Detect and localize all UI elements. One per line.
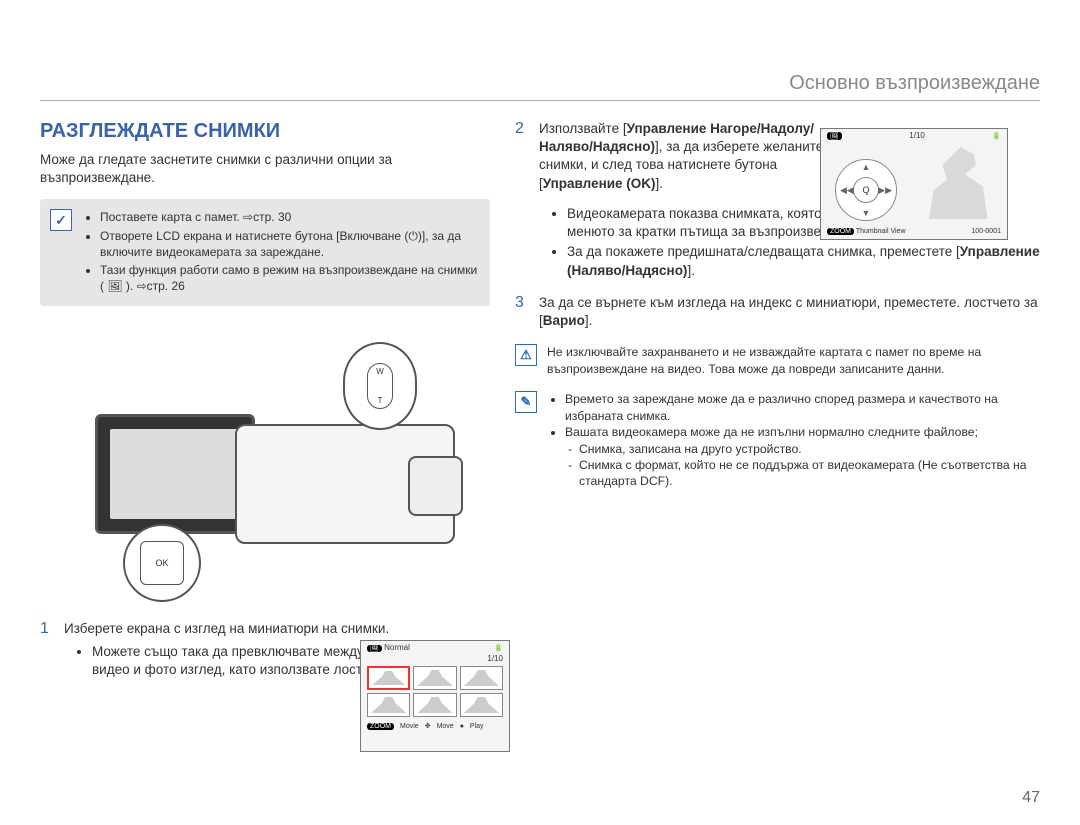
- info-bullet: Вашата видеокамера може да не изпълни но…: [565, 424, 1040, 490]
- zoom-lever-callout: W T: [343, 342, 417, 430]
- step-text: Използвайте [Управление Нагоре/Надолу/На…: [539, 121, 823, 191]
- prereq-item: Отворете LCD екрана и натиснете бутона […: [100, 228, 478, 260]
- mode-badge: 🖼: [367, 645, 382, 652]
- dpad-icon: OK: [140, 541, 184, 585]
- thumbnail-grid-screenshot: 🖼 Normal 🔋 1/10 ZOOMMovie ✥Move ●Play: [360, 640, 510, 752]
- camcorder-lens: [408, 456, 463, 516]
- thumbnail: [413, 666, 456, 690]
- horizontal-rule: [40, 100, 1040, 101]
- info-sub-bullet: Снимка, записана на друго устройство.: [579, 441, 1040, 457]
- section-title: РАЗГЛЕЖДАТЕ СНИМКИ: [40, 120, 490, 143]
- step-bullet: За да покажете предишната/следващата сни…: [567, 243, 1040, 279]
- mode-label: Normal: [384, 643, 410, 652]
- thumbnail-grid: [361, 663, 509, 720]
- step-text: Изберете екрана с изглед на миниатюри на…: [64, 621, 389, 636]
- page-number: 47: [1022, 789, 1040, 807]
- prereq-item: Тази функция работи само в режим на възп…: [100, 262, 478, 294]
- camcorder-body: [235, 424, 455, 544]
- warning-note: ⚠ Не изключвайте захранването и не изваж…: [515, 344, 1040, 377]
- playback-screenshot: 🖼 1/10 🔋 ◀◀▶▶ ▲▼ Q ZOOM Thumbnail View 1…: [820, 128, 1008, 240]
- left-column: РАЗГЛЕЖДАТЕ СНИМКИ Може да гледате засне…: [40, 120, 490, 689]
- step-number: 1: [40, 620, 54, 681]
- step-3: 3 За да се върнете към изгледа на индекс…: [515, 294, 1040, 330]
- screen-bottom-bar: ZOOMMovie ✥Move ●Play: [361, 720, 509, 732]
- thumbnail: [460, 666, 503, 690]
- step-number: 2: [515, 120, 529, 193]
- prereq-item: Поставете карта с памет. ⇨стр. 30: [100, 209, 478, 225]
- zoom-pill-icon: W T: [367, 363, 393, 409]
- warning-text: Не изключвайте захранването и не изважда…: [547, 344, 1040, 377]
- ok-center-icon: Q: [853, 177, 879, 203]
- thumbnail: [367, 666, 410, 690]
- info-sub-bullet: Снимка с формат, който не се поддържа от…: [579, 457, 1040, 490]
- thumb-count: 1/10: [361, 654, 509, 663]
- silhouette-icon: [911, 147, 1001, 219]
- zoom-w-label: W: [376, 367, 384, 376]
- info-bullet: Времето за зареждане може да е различно …: [565, 391, 1040, 424]
- zoom-t-label: T: [378, 396, 383, 405]
- prerequisites-box: ✓ Поставете карта с памет. ⇨стр. 30 Отво…: [40, 199, 490, 306]
- camcorder-illustration: W T OK: [55, 324, 475, 604]
- control-disc-icon: ◀◀▶▶ ▲▼ Q: [835, 159, 897, 221]
- breadcrumb: Основно възпроизвеждане: [789, 72, 1040, 95]
- intro-text: Може да гледате заснетите снимки с разли…: [40, 151, 490, 187]
- info-icon: ✎: [515, 391, 537, 413]
- info-note: ✎ Времето за зареждане може да е различн…: [515, 391, 1040, 490]
- mode-badge: 🖼: [827, 132, 842, 140]
- thumb-count: 1/10: [909, 131, 925, 140]
- dpad-callout: OK: [123, 524, 201, 602]
- thumbnail: [413, 693, 456, 717]
- camcorder-lcd: [95, 414, 255, 534]
- step-number: 3: [515, 294, 529, 330]
- warning-icon: ⚠: [515, 344, 537, 366]
- step-text: За да се върнете към изгледа на индекс с…: [539, 295, 1038, 328]
- check-icon: ✓: [50, 209, 72, 231]
- thumbnail: [460, 693, 503, 717]
- dpad-ok-label: OK: [155, 558, 168, 568]
- thumbnail: [367, 693, 410, 717]
